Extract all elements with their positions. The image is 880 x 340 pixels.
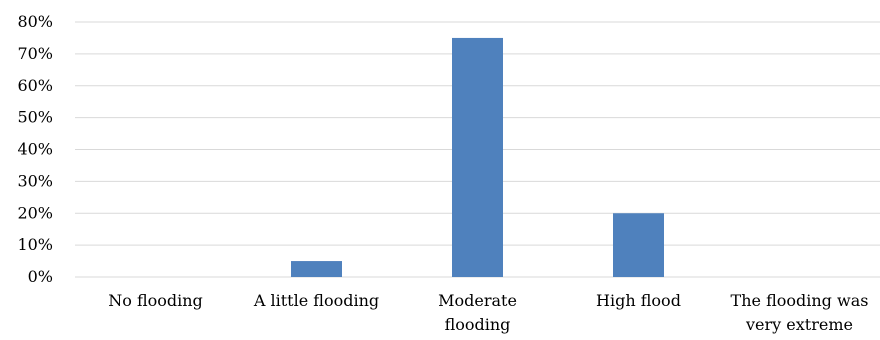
y-tick-label: 20%	[17, 203, 53, 222]
x-category-label: High flood	[596, 291, 681, 310]
x-category-label-line: very extreme	[745, 315, 853, 334]
y-tick-label: 80%	[17, 12, 53, 31]
x-category-label: No flooding	[108, 291, 203, 310]
bar	[613, 213, 664, 277]
y-tick-label: 30%	[17, 171, 53, 190]
x-category-label-line: No flooding	[108, 291, 203, 310]
y-tick-label: 70%	[17, 44, 53, 63]
x-category-label-line: The flooding was	[731, 291, 869, 310]
x-category-label: Moderate flooding	[438, 291, 517, 334]
bar	[452, 37, 503, 277]
bar	[291, 261, 342, 277]
y-tick-label: 50%	[17, 108, 53, 127]
x-category-label: The flooding was very extreme	[731, 291, 869, 334]
x-category-label-line: High flood	[596, 291, 681, 310]
y-tick-label: 40%	[17, 140, 53, 159]
y-tick-label: 60%	[17, 76, 53, 95]
y-tick-label: 0%	[28, 267, 53, 286]
bars	[291, 37, 664, 277]
x-category-label: A little flooding	[253, 291, 379, 310]
y-axis-tick-labels: 0% 10% 20% 30% 40% 50% 60% 70% 80%	[17, 12, 53, 286]
y-tick-label: 10%	[17, 235, 53, 254]
x-axis-category-labels: No flooding A little flooding Moderate floo…	[108, 291, 868, 334]
x-category-label-line: A little flooding	[253, 291, 379, 310]
x-category-label-line: Moderate	[438, 291, 517, 310]
x-category-label-line: flooding	[445, 315, 511, 334]
